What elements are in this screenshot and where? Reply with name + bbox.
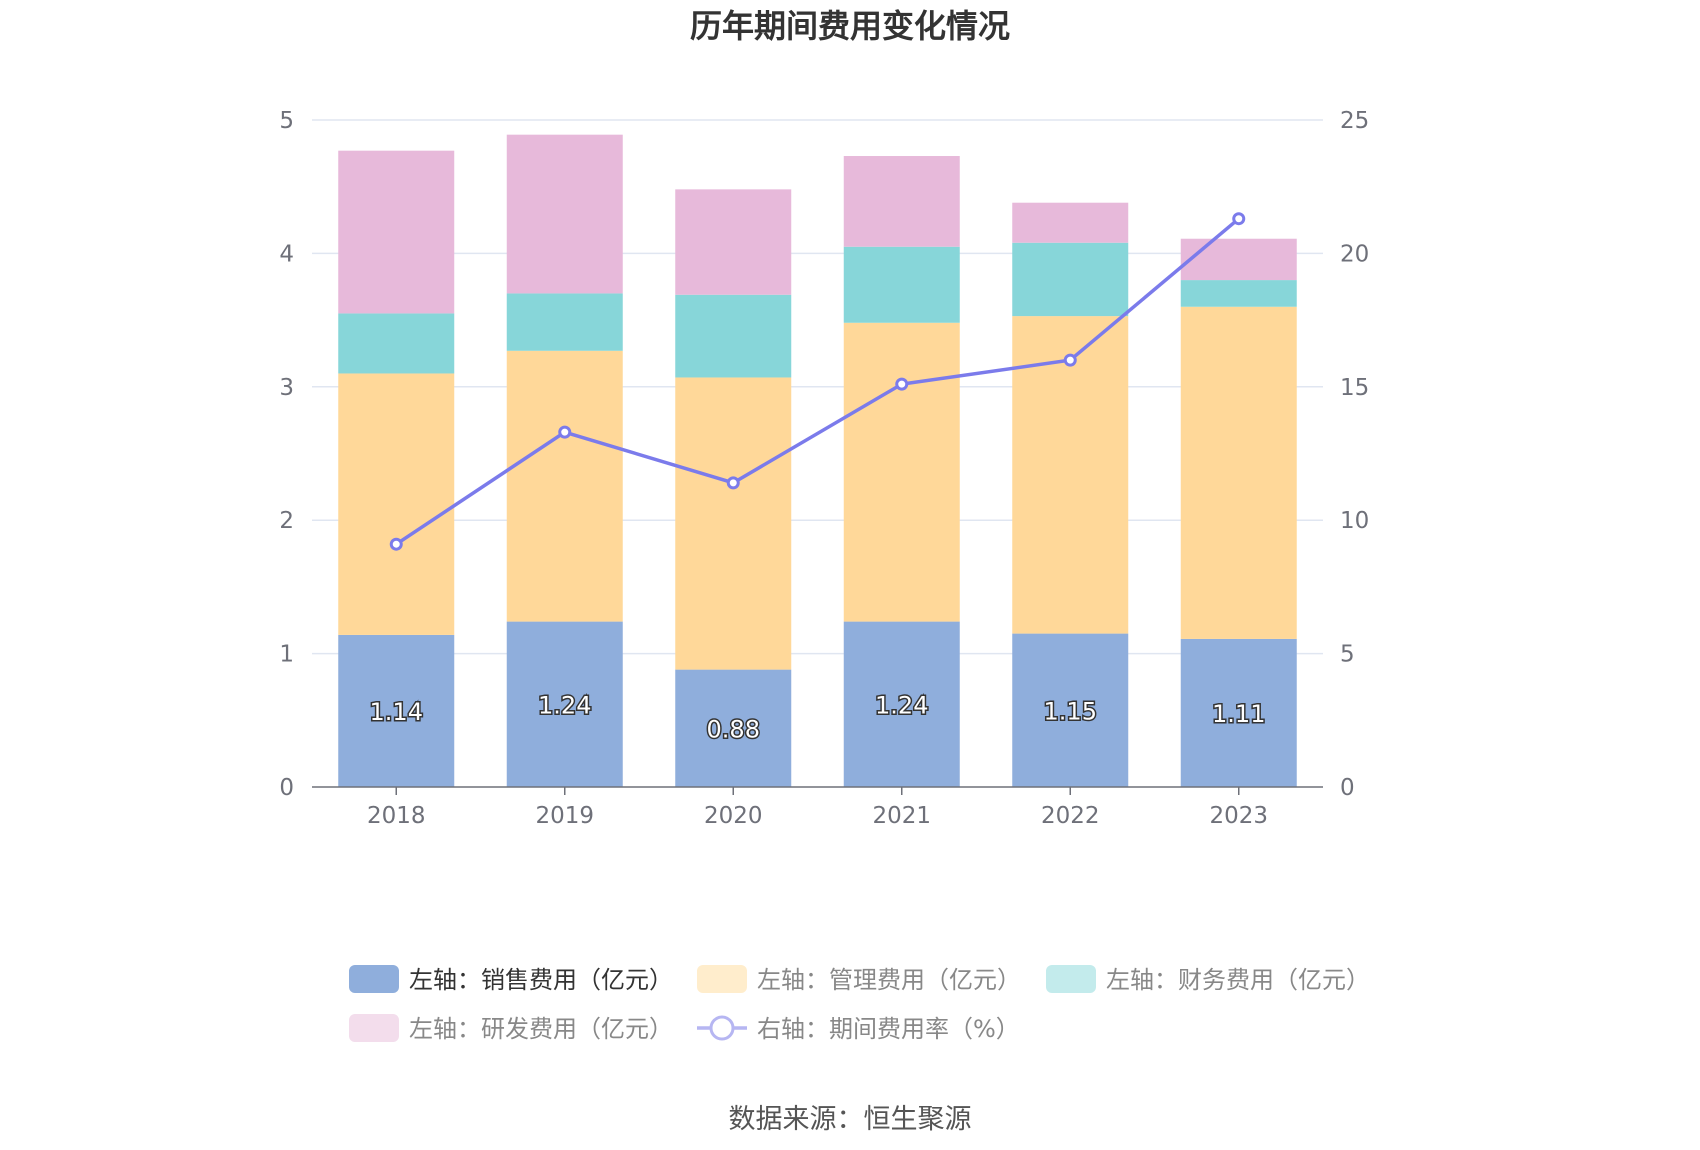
bar-segment xyxy=(1180,638,1297,787)
bar-segment xyxy=(1012,202,1129,243)
rate-point xyxy=(558,425,572,439)
rate-point xyxy=(726,476,740,490)
bar-segment xyxy=(506,134,623,294)
bar-segment xyxy=(338,150,455,314)
bar-segment xyxy=(338,313,455,374)
x-tick-label: 2023 xyxy=(1209,803,1268,829)
bar-segment xyxy=(675,189,792,295)
bar-segment xyxy=(843,621,960,787)
legend-circle-icon xyxy=(709,1015,735,1041)
bar-segment xyxy=(1180,306,1297,639)
legend-swatch xyxy=(349,1014,399,1042)
left-tick-label: 4 xyxy=(279,241,294,267)
legend-label: 左轴：销售费用（亿元） xyxy=(409,966,673,994)
left-tick-label: 0 xyxy=(279,775,294,801)
bar-value-label: 0.88 xyxy=(707,715,760,743)
bar-segment xyxy=(1180,238,1297,281)
bar-value-label: 1.15 xyxy=(1044,697,1097,725)
legend-label: 左轴：研发费用（亿元） xyxy=(409,1015,673,1043)
rate-line xyxy=(389,212,1246,551)
rate-point xyxy=(1063,353,1077,367)
left-tick-label: 5 xyxy=(279,108,294,134)
bar-value-label: 1.24 xyxy=(875,691,928,719)
grid-lines xyxy=(312,119,1323,655)
legend-swatch xyxy=(349,965,399,993)
legend: 左轴：销售费用（亿元） 左轴：管理费用（亿元） 左轴：财务费用（亿元） 左轴：研发费用… xyxy=(349,965,1370,1043)
right-tick-label: 15 xyxy=(1340,375,1369,401)
bar-segment xyxy=(675,294,792,378)
x-tick-label: 2018 xyxy=(367,803,426,829)
bar-value-label: 1.11 xyxy=(1212,700,1265,728)
chart-title: 历年期间费用变化情况 xyxy=(690,7,1010,45)
bar-segment xyxy=(843,246,960,323)
axes: 2018 2019 2020 2021 2022 2023 0 1 2 3 4 5 0 5 10 15 20 25 xyxy=(279,108,1369,829)
legend-swatch xyxy=(697,965,747,993)
bar-segment xyxy=(1180,280,1297,307)
bar-value-label: 1.24 xyxy=(538,691,591,719)
x-tick-label: 2021 xyxy=(872,803,931,829)
bar-segment xyxy=(1012,316,1129,634)
bar-segment xyxy=(338,634,455,787)
right-tick-label: 25 xyxy=(1340,108,1369,134)
rate-line-path xyxy=(395,217,1240,546)
bar-segment xyxy=(506,293,623,351)
bar-segment xyxy=(675,669,792,787)
bars: 1.14 1.24 0.88 1.24 1.15 1.11 xyxy=(338,134,1297,787)
bar-segment xyxy=(1012,633,1129,787)
right-tick-label: 0 xyxy=(1340,775,1355,801)
bar-segment xyxy=(675,377,792,670)
bar-segment xyxy=(338,373,455,635)
bar-segment xyxy=(506,621,623,787)
rate-point xyxy=(389,537,403,551)
right-tick-label: 10 xyxy=(1340,508,1369,534)
legend-label: 右轴：期间费用率（%） xyxy=(757,1015,1020,1043)
left-tick-label: 2 xyxy=(279,508,294,534)
bar-segment xyxy=(506,350,623,622)
rate-point xyxy=(895,377,909,391)
source-note: 数据来源：恒生聚源 xyxy=(729,1104,972,1135)
bar-segment xyxy=(843,322,960,622)
left-tick-label: 1 xyxy=(279,642,294,668)
bar-segment xyxy=(1012,242,1129,317)
x-tick-label: 2022 xyxy=(1041,803,1100,829)
right-tick-label: 20 xyxy=(1340,241,1369,267)
x-tick-label: 2019 xyxy=(535,803,594,829)
legend-label: 左轴：管理费用（亿元） xyxy=(757,966,1021,994)
rate-point xyxy=(1232,212,1246,226)
bar-value-label: 1.14 xyxy=(370,698,423,726)
x-tick-label: 2020 xyxy=(704,803,763,829)
right-tick-label: 5 xyxy=(1340,642,1355,668)
legend-label: 左轴：财务费用（亿元） xyxy=(1106,966,1370,994)
bar-segment xyxy=(843,156,960,247)
legend-swatch xyxy=(1046,965,1096,993)
left-tick-label: 3 xyxy=(279,375,294,401)
